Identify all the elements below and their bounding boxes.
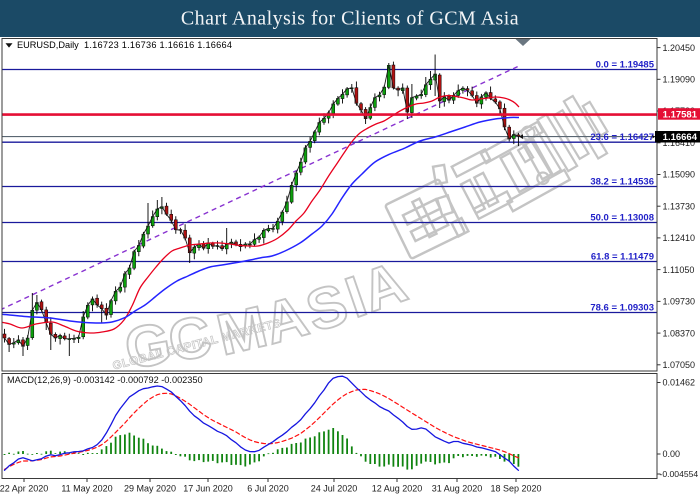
svg-text:12 Aug 2020: 12 Aug 2020 [372,484,423,494]
svg-text:50.0 = 1.13008: 50.0 = 1.13008 [590,213,654,224]
svg-text:0.00: 0.00 [663,449,681,459]
svg-text:1.19090: 1.19090 [663,75,696,85]
svg-text:1.11050: 1.11050 [663,265,695,275]
svg-text:23.6 = 1.16427: 23.6 = 1.16427 [590,132,654,143]
svg-text:1.15090: 1.15090 [663,170,696,180]
svg-text:17 Jun 2020: 17 Jun 2020 [183,484,233,494]
svg-text:1.20450: 1.20450 [663,43,696,53]
svg-text:18 Sep 2020: 18 Sep 2020 [490,484,541,494]
svg-text:24 Jul 2020: 24 Jul 2020 [311,484,358,494]
svg-text:61.8 = 1.11479: 61.8 = 1.11479 [591,252,654,263]
svg-text:1.17581: 1.17581 [663,109,698,120]
svg-text:1.08370: 1.08370 [663,328,696,338]
svg-text:1.16664: 1.16664 [663,132,698,143]
svg-text:78.6 = 1.09303: 78.6 = 1.09303 [590,303,654,314]
svg-text:1.13730: 1.13730 [663,201,696,211]
svg-text:EURUSD,Daily: EURUSD,Daily [17,40,79,50]
svg-text:31 Aug 2020: 31 Aug 2020 [432,484,483,494]
svg-text:1.12410: 1.12410 [663,233,696,243]
svg-text:38.2 = 1.14536: 38.2 = 1.14536 [590,177,654,188]
svg-text:0.01462: 0.01462 [663,378,696,388]
svg-text:11 May 2020: 11 May 2020 [61,484,112,494]
svg-text:1.16723 1.16736 1.16616 1.1666: 1.16723 1.16736 1.16616 1.16664 [84,40,232,50]
svg-text:0.0 = 1.19485: 0.0 = 1.19485 [596,60,655,71]
svg-text:Chart Analysis for Clients of: Chart Analysis for Clients of GCM Asia [181,7,519,29]
svg-text:29 May 2020: 29 May 2020 [124,484,176,494]
svg-text:1.07050: 1.07050 [663,360,696,370]
svg-text:MACD(12,26,9) -0.003142 -0.000: MACD(12,26,9) -0.003142 -0.000792 -0.002… [7,375,203,385]
svg-text:-0.004554: -0.004554 [660,469,699,479]
svg-text:1.16410: 1.16410 [663,138,696,148]
svg-text:6 Jul 2020: 6 Jul 2020 [247,484,289,494]
svg-text:22 Apr 2020: 22 Apr 2020 [0,484,48,494]
svg-text:1.09730: 1.09730 [663,297,696,307]
